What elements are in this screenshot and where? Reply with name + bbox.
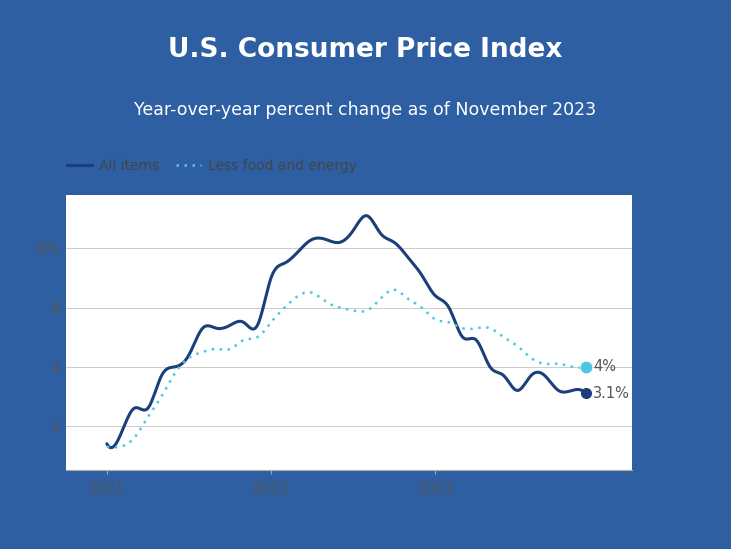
Text: 4%: 4% — [594, 359, 616, 374]
Legend: All items, Less food and energy: All items, Less food and energy — [61, 154, 362, 179]
Text: U.S. Consumer Price Index: U.S. Consumer Price Index — [168, 37, 563, 63]
Text: Sources: U.S. Bureau of Labor Statistics; CNBC: Sources: U.S. Bureau of Labor Statistics… — [40, 512, 333, 525]
Text: 3.1%: 3.1% — [594, 386, 630, 401]
Text: Year-over-year percent change as of November 2023: Year-over-year percent change as of Nove… — [135, 101, 596, 119]
